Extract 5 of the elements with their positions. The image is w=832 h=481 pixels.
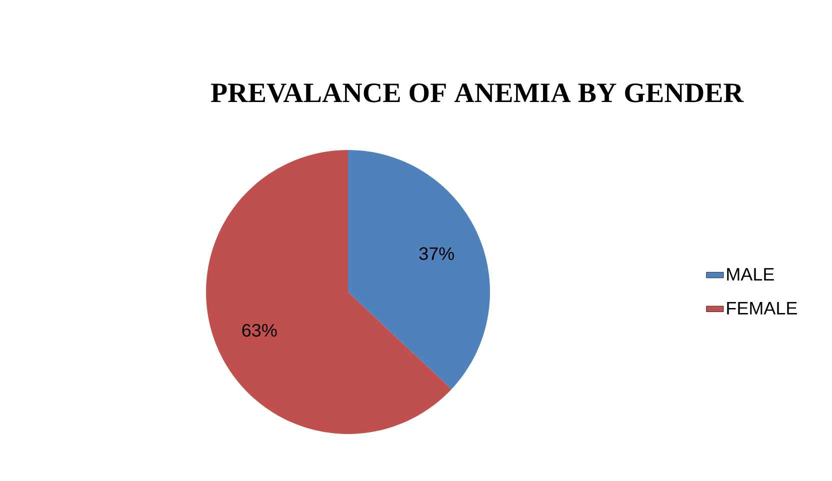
data-label: 37% bbox=[419, 247, 454, 260]
legend-label: MALE bbox=[727, 268, 774, 280]
chart-title: PREVALANCE OF ANEMIA BY GENDER bbox=[210, 84, 744, 102]
legend-label: FEMALE bbox=[727, 302, 797, 314]
data-label: 63% bbox=[242, 324, 277, 337]
